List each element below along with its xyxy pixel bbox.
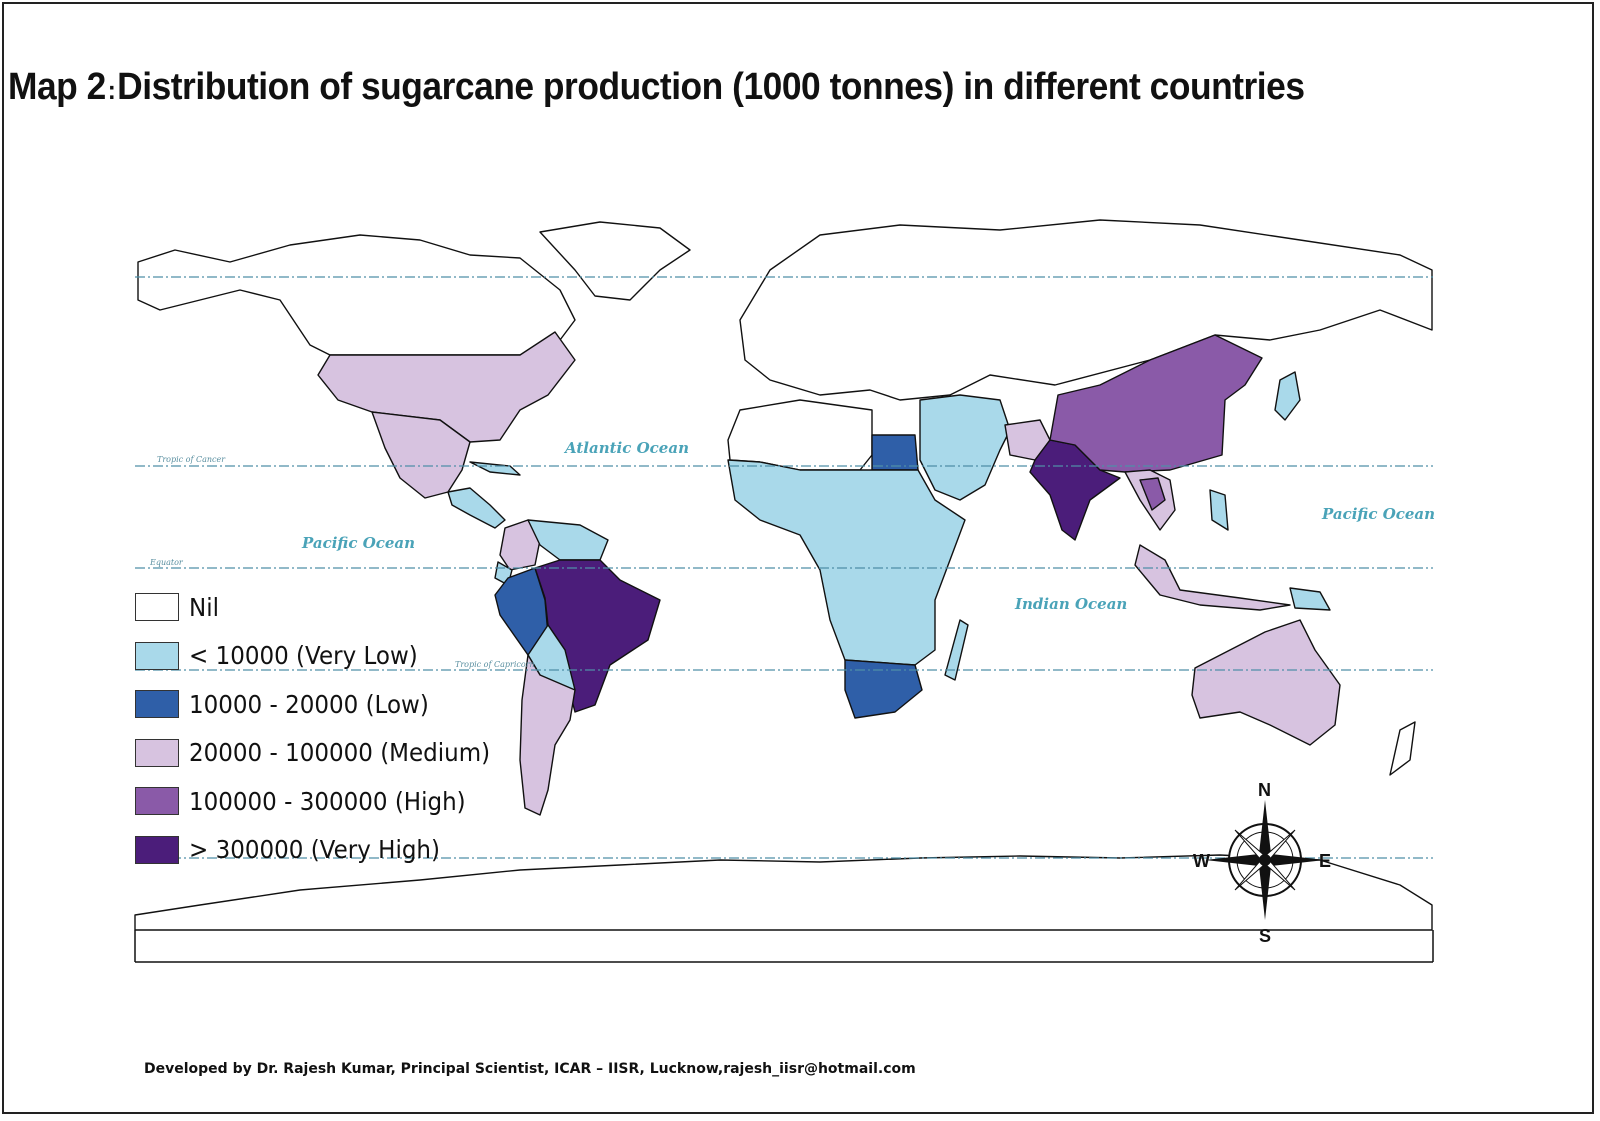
region-usa [317,331,576,443]
region-europe-russia [739,219,1433,401]
legend-item-very-high: > 300000 (Very High) [135,826,516,875]
legend-swatch [135,641,179,670]
legend-swatch [135,593,179,622]
region-new-zealand [1389,721,1416,776]
compass-south-label: S [1259,926,1271,946]
region-madagascar [944,619,969,681]
region-antarctica [134,854,1433,931]
region-venezuela-guianas [527,519,609,561]
legend-swatch [135,738,179,767]
region-thailand [1139,477,1166,511]
legend-swatch [135,835,179,864]
legend-label: 20000 - 100000 (Medium) [189,738,491,768]
tropic-of-cancer-label: Tropic of Cancer [157,455,226,464]
region-middle-east [919,394,1011,501]
region-greenland [539,221,691,301]
region-canada-alaska [137,234,576,356]
legend-swatch [135,690,179,719]
legend-label: 10000 - 20000 (Low) [189,689,429,719]
tropic-of-capricorn-label: Tropic of Capricorn [455,660,535,669]
map-number: Map 2 [8,66,106,108]
compass-rose-icon: N S E W [1193,780,1331,946]
region-sub-saharan-africa [727,459,966,666]
legend-label: < 10000 (Very Low) [189,641,418,671]
title-text: Distribution of sugarcane production (10… [117,66,1305,108]
legend-label: 100000 - 300000 (High) [189,786,466,816]
region-china [1049,334,1263,473]
credit-footer: Developed by Dr. Rajesh Kumar, Principal… [144,1061,916,1077]
region-north-africa [727,399,873,471]
indian-ocean-label: Indian Ocean [1014,595,1127,613]
region-australia [1191,619,1341,746]
title-separator: : [107,75,116,105]
legend-label: > 300000 (Very High) [189,835,440,865]
region-philippines [1209,489,1229,531]
legend-item-very-low: < 10000 (Very Low) [135,632,516,681]
region-japan [1274,371,1301,421]
map-title: Map 2:Distribution of sugarcane producti… [8,66,1305,109]
pacific-ocean-label-east: Pacific Ocean [1321,505,1435,523]
compass-north-label: N [1258,780,1271,800]
legend-swatch [135,787,179,816]
region-papua [1289,587,1331,611]
legend-item-nil: Nil [135,583,516,632]
legend-item-low: 10000 - 20000 (Low) [135,680,516,729]
region-south-africa [844,659,923,719]
compass-east-label: E [1319,851,1331,871]
atlantic-ocean-label: Atlantic Ocean [563,439,689,457]
region-egypt [871,434,919,471]
region-argentina-chile [519,654,576,816]
equator-label: Equator [149,558,184,567]
legend-item-medium: 20000 - 100000 (Medium) [135,729,516,778]
legend-item-high: 100000 - 300000 (High) [135,777,516,826]
map-legend: Nil < 10000 (Very Low) 10000 - 20000 (Lo… [135,583,516,874]
region-cuba [469,461,521,476]
legend-label: Nil [189,592,219,622]
region-indonesia [1134,544,1291,611]
region-central-america [447,487,506,529]
compass-west-label: W [1193,851,1210,871]
pacific-ocean-label-west: Pacific Ocean [301,534,415,552]
